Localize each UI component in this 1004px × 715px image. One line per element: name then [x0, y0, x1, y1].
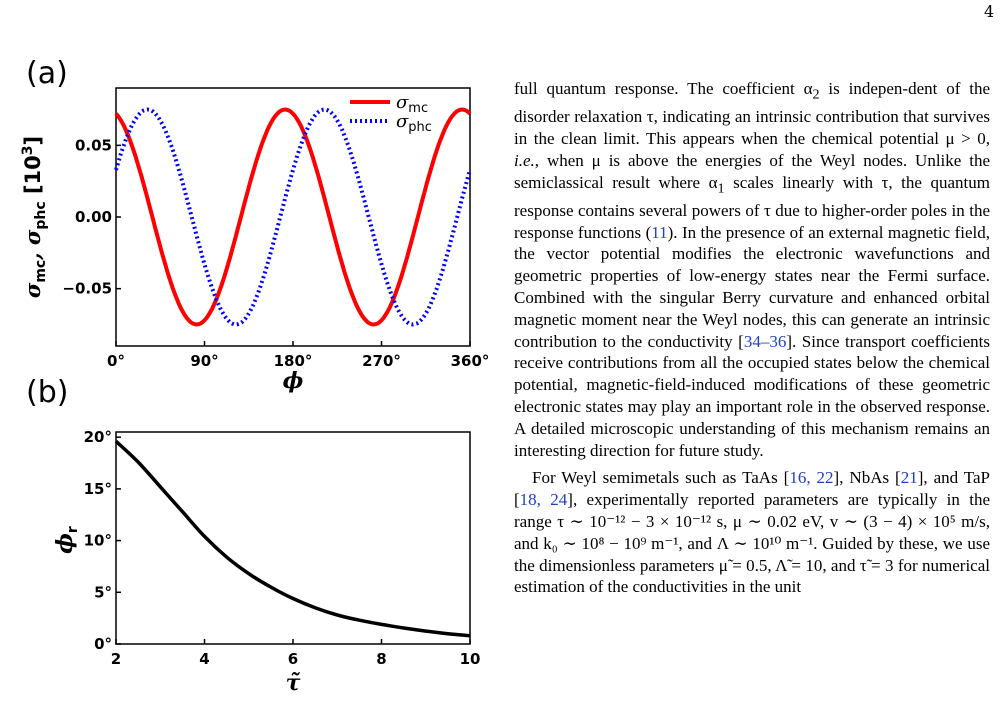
chart-a-xtick-label: 180° [274, 352, 313, 370]
citation-link[interactable]: 11 [651, 222, 668, 242]
chart-b-xtick-label: 2 [111, 650, 121, 668]
chart-a-xtick-label: 360° [451, 352, 490, 370]
chart-a-legend: σmc σphc [350, 92, 432, 135]
chart-a-ytick-label: 0.00 [75, 208, 112, 226]
chart-b-xtick-label: 6 [288, 650, 298, 668]
chart-a-ytick-label: −0.05 [62, 280, 112, 298]
chart-b-ylabel: ϕr [52, 526, 81, 554]
chart-a-ylabel: σmc, σphc [103] [20, 136, 49, 298]
panel-a-label: (a) [26, 56, 68, 91]
chart-a-xtick-label: 0° [107, 352, 125, 370]
chart-b-ytick-label: 10° [84, 532, 112, 550]
body-text-column: full quantum response. The coefficient α… [514, 78, 990, 598]
chart-a-xlabel: ϕ [283, 368, 304, 394]
chart-b-xtick-label: 8 [376, 650, 386, 668]
chart-b-ytick-label: 15° [84, 480, 112, 498]
chart-b-ytick-label: 0° [94, 635, 112, 653]
paragraph-2: For Weyl semimetals such as TaAs [16, 22… [514, 468, 990, 597]
series-mc-line [114, 107, 472, 327]
chart-b-ytick-label: 20° [84, 428, 112, 446]
paragraph-1: full quantum response. The coefficient α… [514, 79, 991, 460]
chart-b-xlabel: τ̃ [286, 670, 301, 696]
chart-b-xtick-label: 10 [460, 650, 481, 668]
panel-b-label: (b) [26, 375, 69, 410]
chart-a: 0° 90° 180° 270° 360°0.050.00−0.05 σmc σphc … [20, 87, 490, 394]
chart-a-xtick-label: 270° [362, 352, 401, 370]
citation-link[interactable]: 18, 24 [519, 490, 568, 510]
chart-a-ytick-label: 0.05 [75, 136, 112, 154]
chart-b-frame [115, 431, 471, 645]
citation-link[interactable]: 21 [900, 468, 918, 488]
chart-b: 2 4 6 8 10 20° 15° 10° 5° 0° τ̃ ϕr [52, 428, 480, 696]
chart-b-ytick-label: 5° [94, 583, 112, 601]
citation-link[interactable]: 16, 22 [789, 468, 834, 488]
chart-a-xtick-label: 90° [190, 352, 218, 370]
series-phir-line [114, 440, 471, 638]
page-number: 4 [984, 2, 995, 21]
citation-link[interactable]: 34–36 [743, 331, 787, 351]
chart-b-xtick-label: 4 [199, 650, 209, 668]
